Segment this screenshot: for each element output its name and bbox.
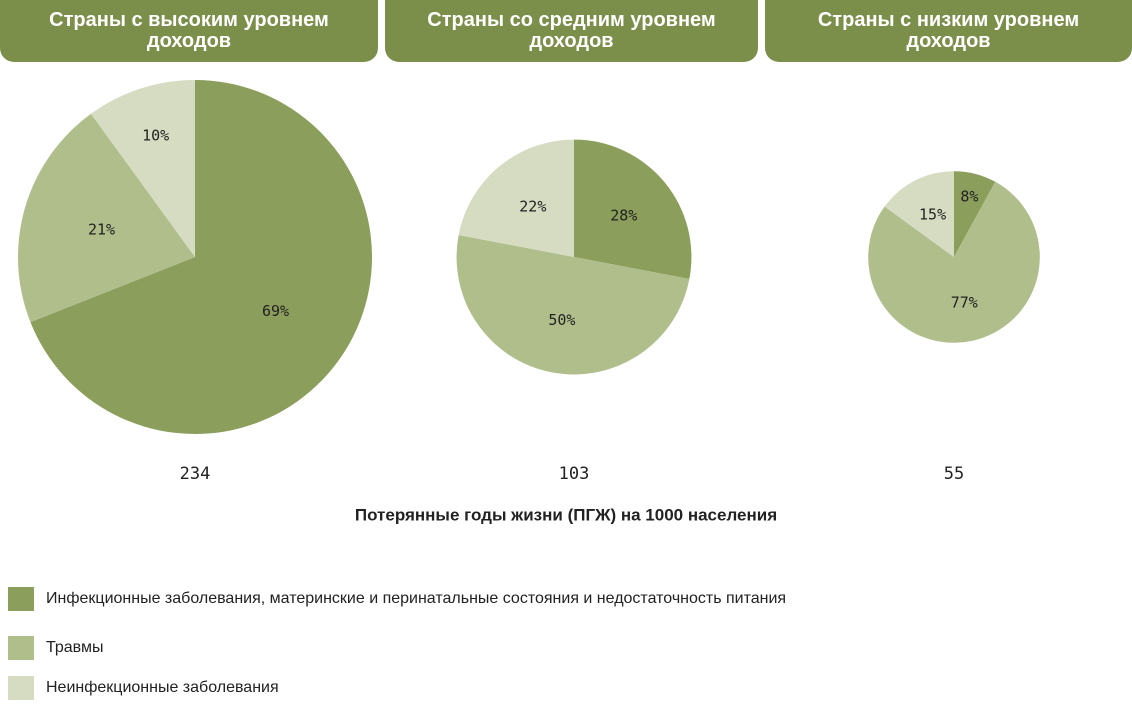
pie: [17, 80, 373, 434]
legend-label: Инфекционные заболевания, материнские и …: [46, 590, 786, 607]
pie-total: 234: [180, 464, 211, 484]
legend-label: Травмы: [46, 639, 104, 656]
legend-swatch: [8, 636, 34, 660]
pie-slice: [30, 80, 373, 434]
chart-title: Страны со средним уровнем доходов: [427, 9, 716, 52]
pie-slice: [884, 171, 954, 257]
chart-title: Страны с высоким уровнем доходов: [49, 9, 329, 52]
slice-label: 10%: [142, 126, 169, 144]
pie-total: 55: [944, 464, 964, 484]
slice-label: 21%: [88, 220, 115, 238]
legend-swatch: [8, 676, 34, 700]
chart-header: Страны с низким уровнем доходов: [765, 0, 1132, 62]
slice-label: 15%: [919, 205, 946, 223]
slice-label: 69%: [262, 302, 289, 320]
pie-slice: [954, 171, 996, 257]
legend-label: Неинфекционные заболевания: [46, 679, 279, 696]
slice-label: 22%: [519, 198, 546, 216]
pie-slice: [868, 181, 1040, 343]
x-label: Потерянные годы жизни (ПГЖ) на 1000 насе…: [355, 505, 777, 524]
pie-slice: [574, 139, 692, 280]
slice-label: 77%: [951, 294, 978, 312]
pie-slice: [90, 80, 195, 257]
slice-label: 8%: [960, 188, 978, 206]
pie-slice: [458, 139, 574, 257]
legend-swatch: [8, 587, 34, 611]
pie: [456, 139, 692, 375]
slice-label: 28%: [610, 206, 637, 224]
chart-header: Страны с высоким уровнем доходов: [0, 0, 378, 62]
chart-header: Страны со средним уровнем доходов: [385, 0, 758, 62]
pie-slice: [17, 113, 196, 323]
pie: [868, 171, 1040, 343]
pie-slice: [456, 234, 690, 375]
chart-title: Страны с низким уровнем доходов: [817, 9, 1080, 52]
pie-total: 103: [559, 464, 590, 484]
slice-label: 50%: [548, 311, 575, 329]
